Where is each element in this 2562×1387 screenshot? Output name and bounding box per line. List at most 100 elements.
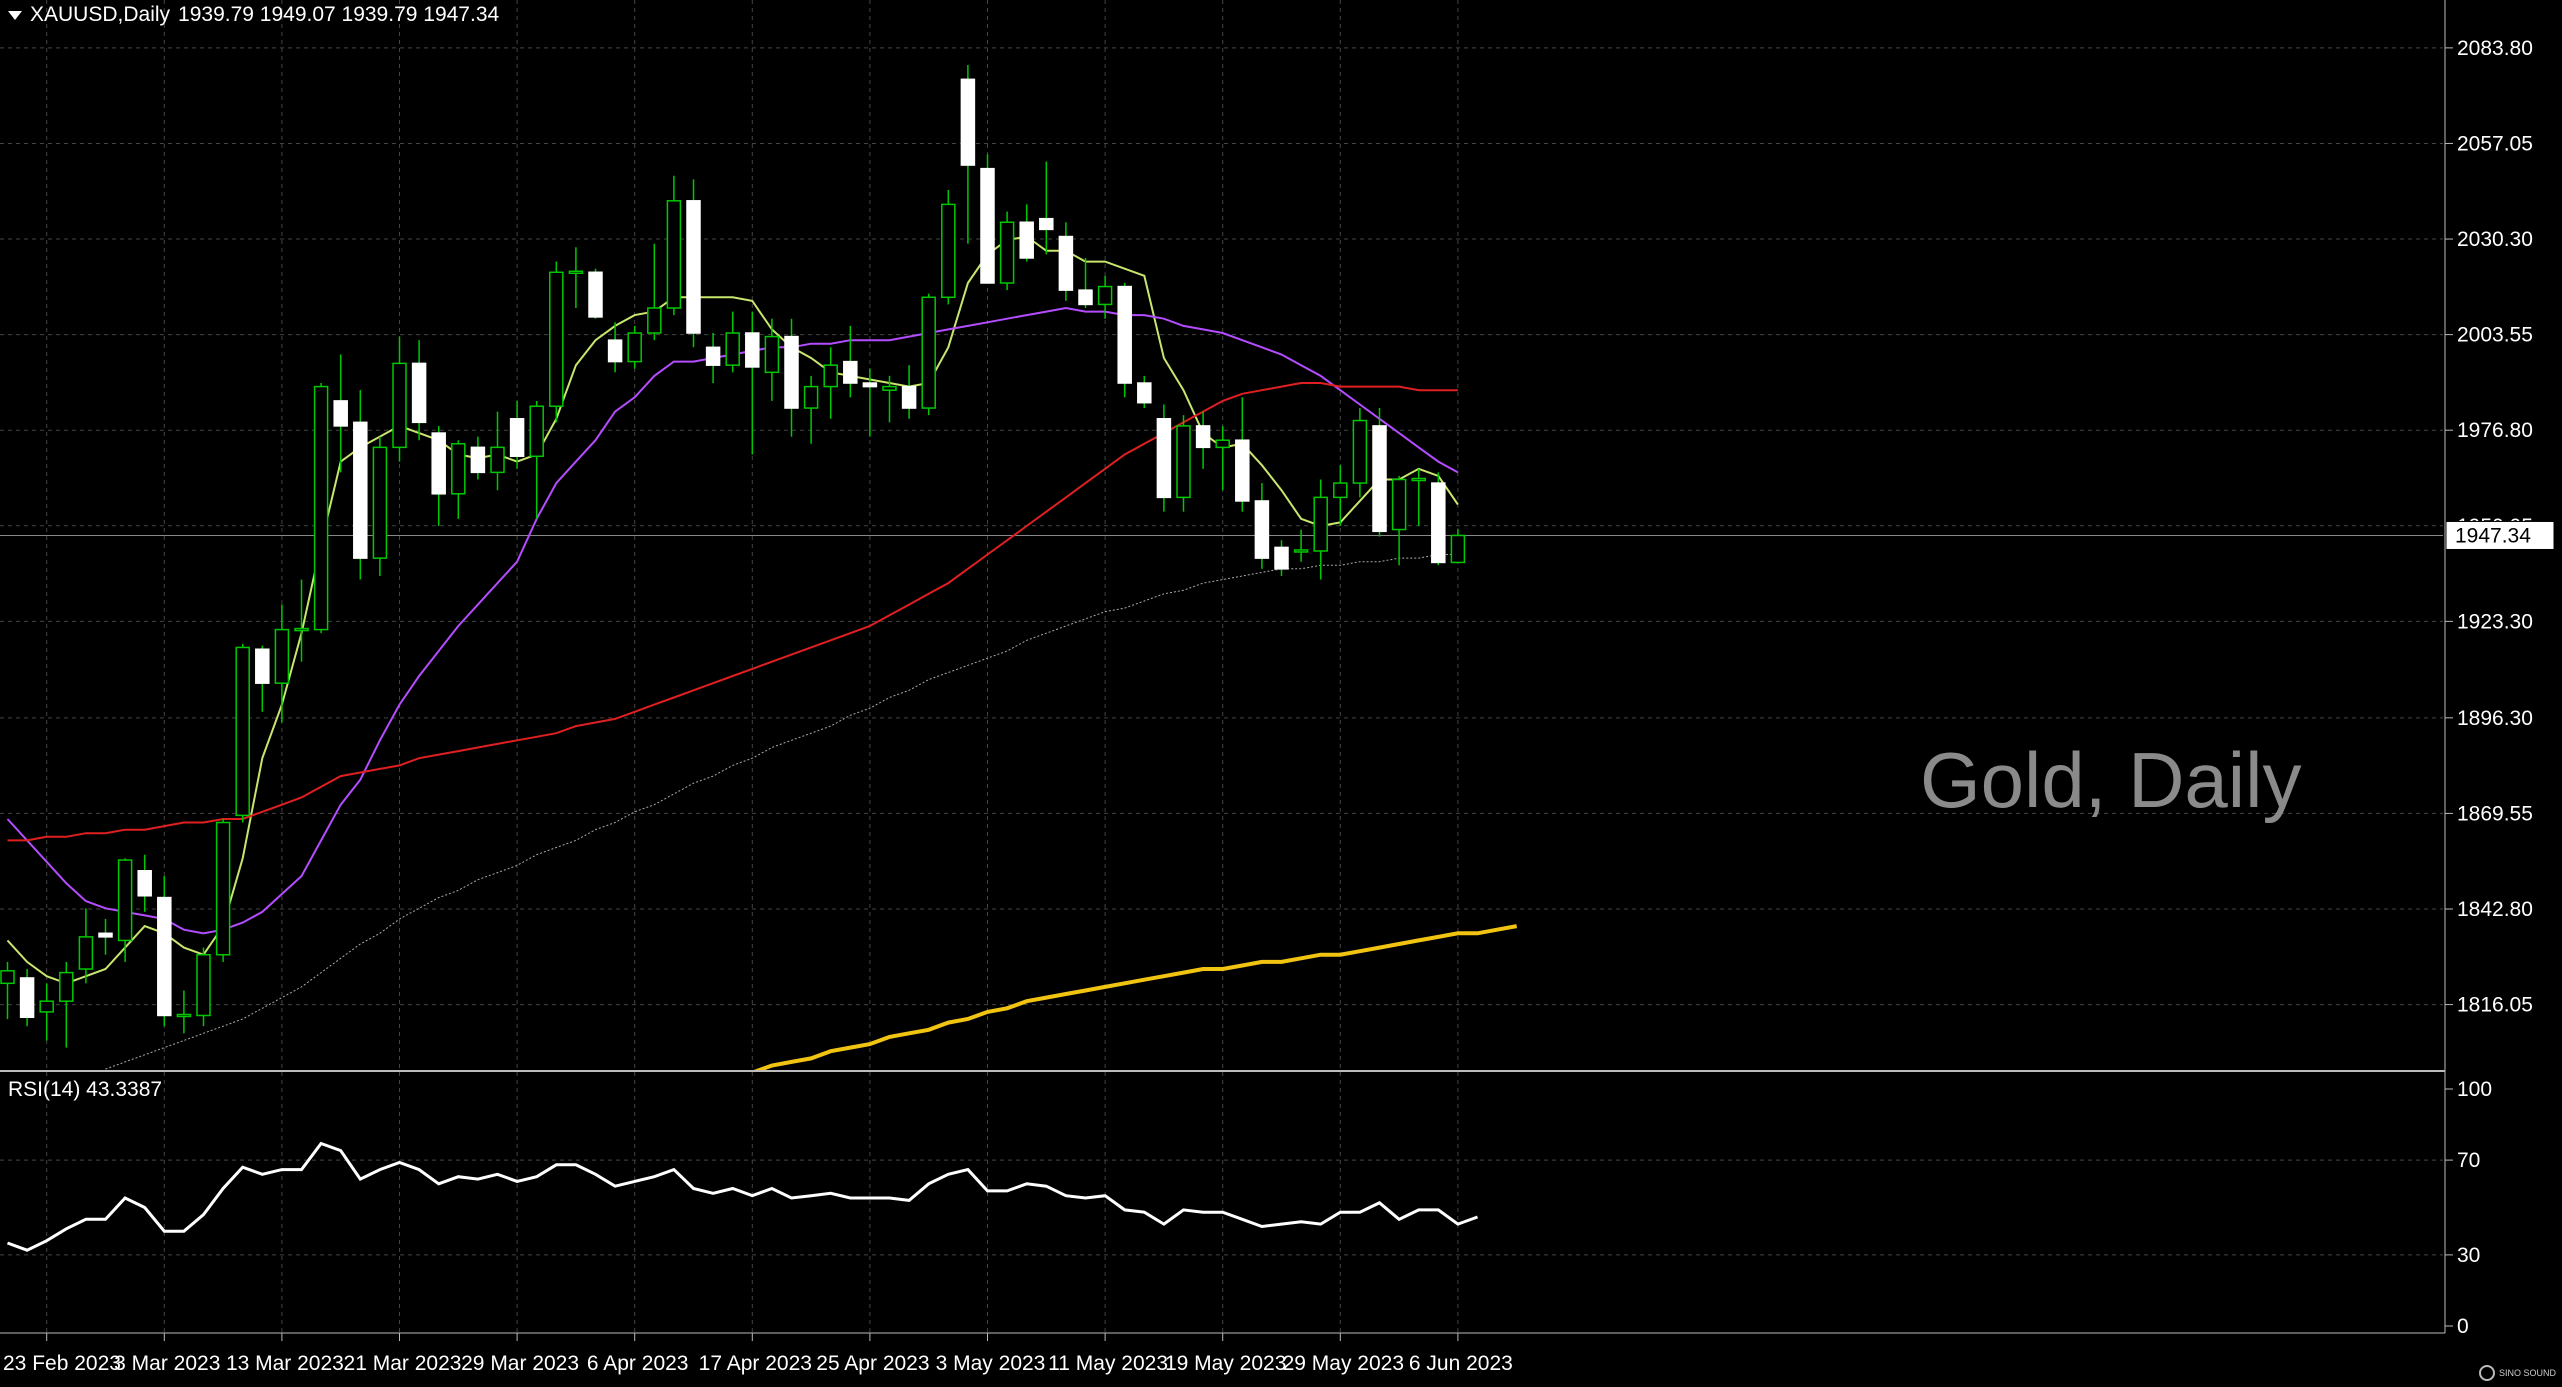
candle [705,333,721,384]
candle-body-up [1352,419,1368,484]
candle-body-up [1215,439,1230,449]
candle-body-up [666,200,682,309]
candle-body-up [59,971,74,1002]
time-tick-label: 3 May 2023 [936,1352,1046,1375]
time-tick-label: 13 Mar 2023 [226,1352,344,1375]
candle [117,858,133,962]
candle-body-up [274,628,290,684]
candle-body-down [255,648,270,684]
candle-body-down [862,382,878,388]
dropdown-triangle-icon[interactable] [8,10,22,20]
chart-watermark: Gold, Daily [1920,736,2302,824]
candle [529,400,544,519]
candle [999,211,1015,291]
candle [607,322,623,373]
candle [1274,540,1289,576]
candle-body-up [999,221,1015,284]
candle [1235,397,1250,512]
candle-body-down [431,432,446,495]
candle-body-down [1372,425,1387,533]
candle [843,325,858,398]
price-tick-label: 2083.80 [2457,37,2533,60]
candle-body-up [1450,534,1466,564]
candle [1156,404,1172,512]
candle [19,969,35,1027]
candle-body-down [784,335,799,409]
grid [0,0,2443,1333]
candle [1078,257,1093,309]
time-tick-label: 21 Mar 2023 [344,1352,462,1375]
candle [0,961,15,1020]
candle-body-up [549,271,564,408]
price-tag-label: 1947.34 [2455,524,2531,547]
candle [39,983,54,1041]
rsi-tick-label: 70 [2457,1149,2480,1172]
candle [882,375,897,423]
time-tick-label: 6 Jun 2023 [1409,1352,1513,1375]
candle-body-down [353,421,368,559]
candle-body-up [1097,285,1113,306]
candle [1254,483,1270,569]
candle-body-up [235,646,250,817]
candle-body-down [1156,418,1172,499]
candle-body-up [803,385,819,409]
candle-body-up [627,332,642,363]
candle [59,961,74,1048]
candle-body-down [1431,482,1446,564]
broker-logo: SINO SOUND [2478,1365,2556,1381]
candle [549,261,564,423]
candle-body-down [745,332,760,368]
candle [960,65,976,244]
candle [235,643,250,823]
moving-average-line [105,554,1458,1070]
candle [1019,204,1034,262]
candle [1372,408,1387,537]
symbol-header[interactable]: XAUUSD,Daily 1939.79 1949.07 1939.79 194… [8,3,499,27]
time-tick-label: 3 Mar 2023 [114,1352,220,1375]
candle [411,340,427,441]
candle-body-up [1333,482,1348,499]
candle [764,318,780,401]
time-tick-label: 23 Feb 2023 [3,1352,121,1375]
candle [1137,375,1152,409]
candle [215,818,231,962]
candle [588,268,603,319]
candle-body-up [196,953,211,1017]
price-tick-label: 2030.30 [2457,228,2533,251]
symbol-name: XAUUSD,Daily [30,3,171,26]
price-tick-label: 1816.05 [2457,994,2533,1017]
candle [431,425,446,526]
price-tick-label: 1896.30 [2457,707,2533,730]
candle-body-up [882,385,897,391]
candle [1411,468,1426,526]
time-tick-label: 29 Mar 2023 [461,1352,579,1375]
moving-average-line [753,924,1518,1070]
candle [980,154,995,284]
candle-body-down [157,896,172,1017]
candle-body-up [78,936,94,970]
candle [333,354,348,473]
candle [255,645,270,712]
candle-body-up [568,270,584,275]
candle [509,400,525,469]
price-tick-label: 1842.80 [2457,898,2533,921]
ohlc-readout: 1939.79 1949.07 1939.79 1947.34 [178,3,500,26]
candle-body-down [1195,425,1211,449]
candle [1293,529,1309,562]
candle [372,436,388,576]
candle-body-up [294,627,309,632]
candle-body-down [470,446,486,474]
candle-body-down [980,167,995,284]
candle [568,247,584,309]
candle [862,368,878,437]
candle [686,179,701,348]
rsi-tick-label: 100 [2457,1078,2492,1101]
candle-body-down [1078,289,1093,306]
candle-body-up [215,821,231,956]
candle-body-up [529,405,544,458]
candle-body-up [1313,496,1328,552]
candle-body-up [313,385,329,631]
candle-body-down [509,418,525,458]
candle-body-down [960,78,976,166]
